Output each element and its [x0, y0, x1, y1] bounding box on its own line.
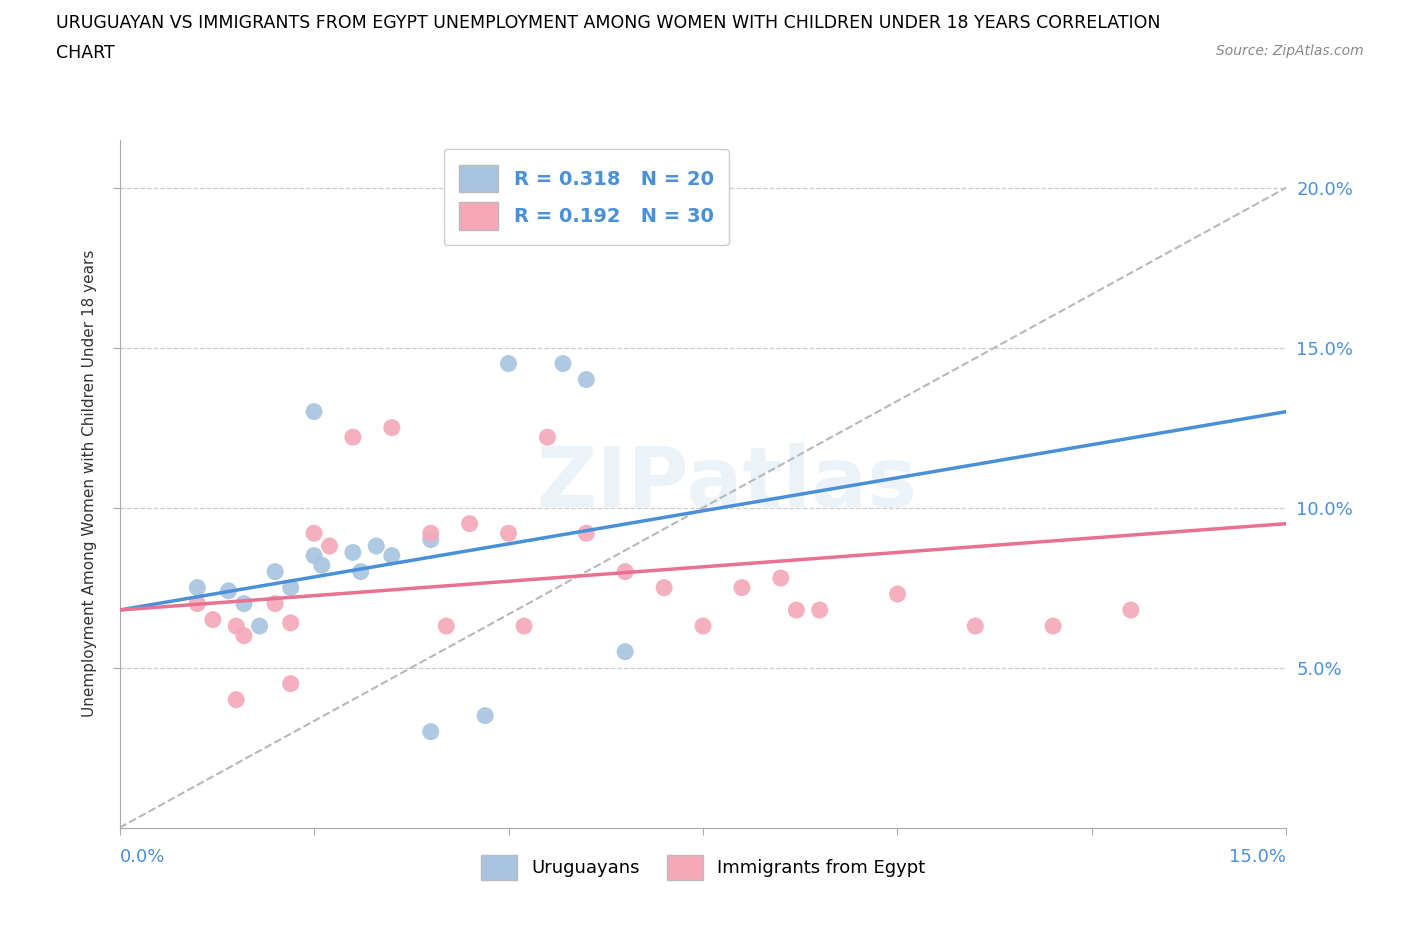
- Point: [575, 372, 598, 387]
- Point: [551, 356, 574, 371]
- Legend: Uruguayans, Immigrants from Egypt: Uruguayans, Immigrants from Egypt: [474, 847, 932, 887]
- Text: 15.0%: 15.0%: [1229, 848, 1286, 866]
- Point: [350, 565, 373, 579]
- Point: [186, 580, 208, 595]
- Point: [264, 565, 287, 579]
- Point: [886, 587, 908, 602]
- Point: [366, 538, 388, 553]
- Point: [419, 724, 441, 739]
- Point: [217, 583, 239, 598]
- Point: [233, 628, 256, 643]
- Point: [652, 580, 675, 595]
- Point: [280, 616, 302, 631]
- Point: [575, 525, 598, 540]
- Point: [808, 603, 831, 618]
- Point: [302, 405, 325, 419]
- Point: [498, 525, 520, 540]
- Point: [201, 612, 224, 627]
- Point: [1119, 603, 1142, 618]
- Text: 0.0%: 0.0%: [120, 848, 165, 866]
- Point: [614, 644, 637, 659]
- Point: [731, 580, 754, 595]
- Point: [280, 580, 302, 595]
- Point: [381, 548, 404, 563]
- Point: [302, 548, 325, 563]
- Point: [458, 516, 481, 531]
- Point: [280, 676, 302, 691]
- Point: [318, 538, 340, 553]
- Point: [769, 571, 792, 586]
- Y-axis label: Unemployment Among Women with Children Under 18 years: Unemployment Among Women with Children U…: [82, 250, 97, 717]
- Text: Source: ZipAtlas.com: Source: ZipAtlas.com: [1216, 44, 1364, 58]
- Point: [614, 565, 637, 579]
- Text: ZIPatlas: ZIPatlas: [536, 443, 917, 525]
- Text: CHART: CHART: [56, 44, 115, 61]
- Point: [264, 596, 287, 611]
- Point: [434, 618, 457, 633]
- Point: [536, 430, 558, 445]
- Point: [233, 596, 256, 611]
- Point: [342, 430, 364, 445]
- Point: [381, 420, 404, 435]
- Point: [186, 596, 208, 611]
- Point: [342, 545, 364, 560]
- Text: URUGUAYAN VS IMMIGRANTS FROM EGYPT UNEMPLOYMENT AMONG WOMEN WITH CHILDREN UNDER : URUGUAYAN VS IMMIGRANTS FROM EGYPT UNEMP…: [56, 14, 1161, 32]
- Point: [311, 558, 333, 573]
- Point: [513, 618, 536, 633]
- Point: [419, 532, 441, 547]
- Point: [785, 603, 807, 618]
- Point: [692, 618, 714, 633]
- Point: [419, 525, 441, 540]
- Point: [498, 356, 520, 371]
- Point: [302, 525, 325, 540]
- Point: [225, 692, 247, 707]
- Point: [474, 709, 496, 724]
- Point: [1042, 618, 1064, 633]
- Point: [225, 618, 247, 633]
- Point: [965, 618, 987, 633]
- Point: [249, 618, 271, 633]
